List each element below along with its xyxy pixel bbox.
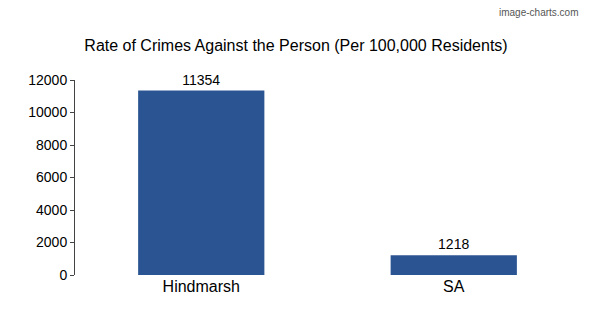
svg-text:image-charts.com: image-charts.com bbox=[499, 7, 578, 18]
svg-text:8000: 8000 bbox=[36, 137, 67, 153]
svg-text:SA: SA bbox=[443, 278, 465, 295]
svg-text:1218: 1218 bbox=[438, 236, 469, 252]
svg-text:4000: 4000 bbox=[36, 202, 67, 218]
svg-text:10000: 10000 bbox=[28, 104, 67, 120]
svg-text:6000: 6000 bbox=[36, 169, 67, 185]
svg-text:Hindmarsh: Hindmarsh bbox=[163, 278, 240, 295]
svg-text:11354: 11354 bbox=[182, 72, 220, 88]
svg-text:0: 0 bbox=[59, 267, 67, 283]
svg-text:Rate of Crimes Against the Per: Rate of Crimes Against the Person (Per 1… bbox=[84, 37, 507, 54]
svg-text:2000: 2000 bbox=[36, 234, 67, 250]
svg-text:12000: 12000 bbox=[28, 72, 67, 88]
